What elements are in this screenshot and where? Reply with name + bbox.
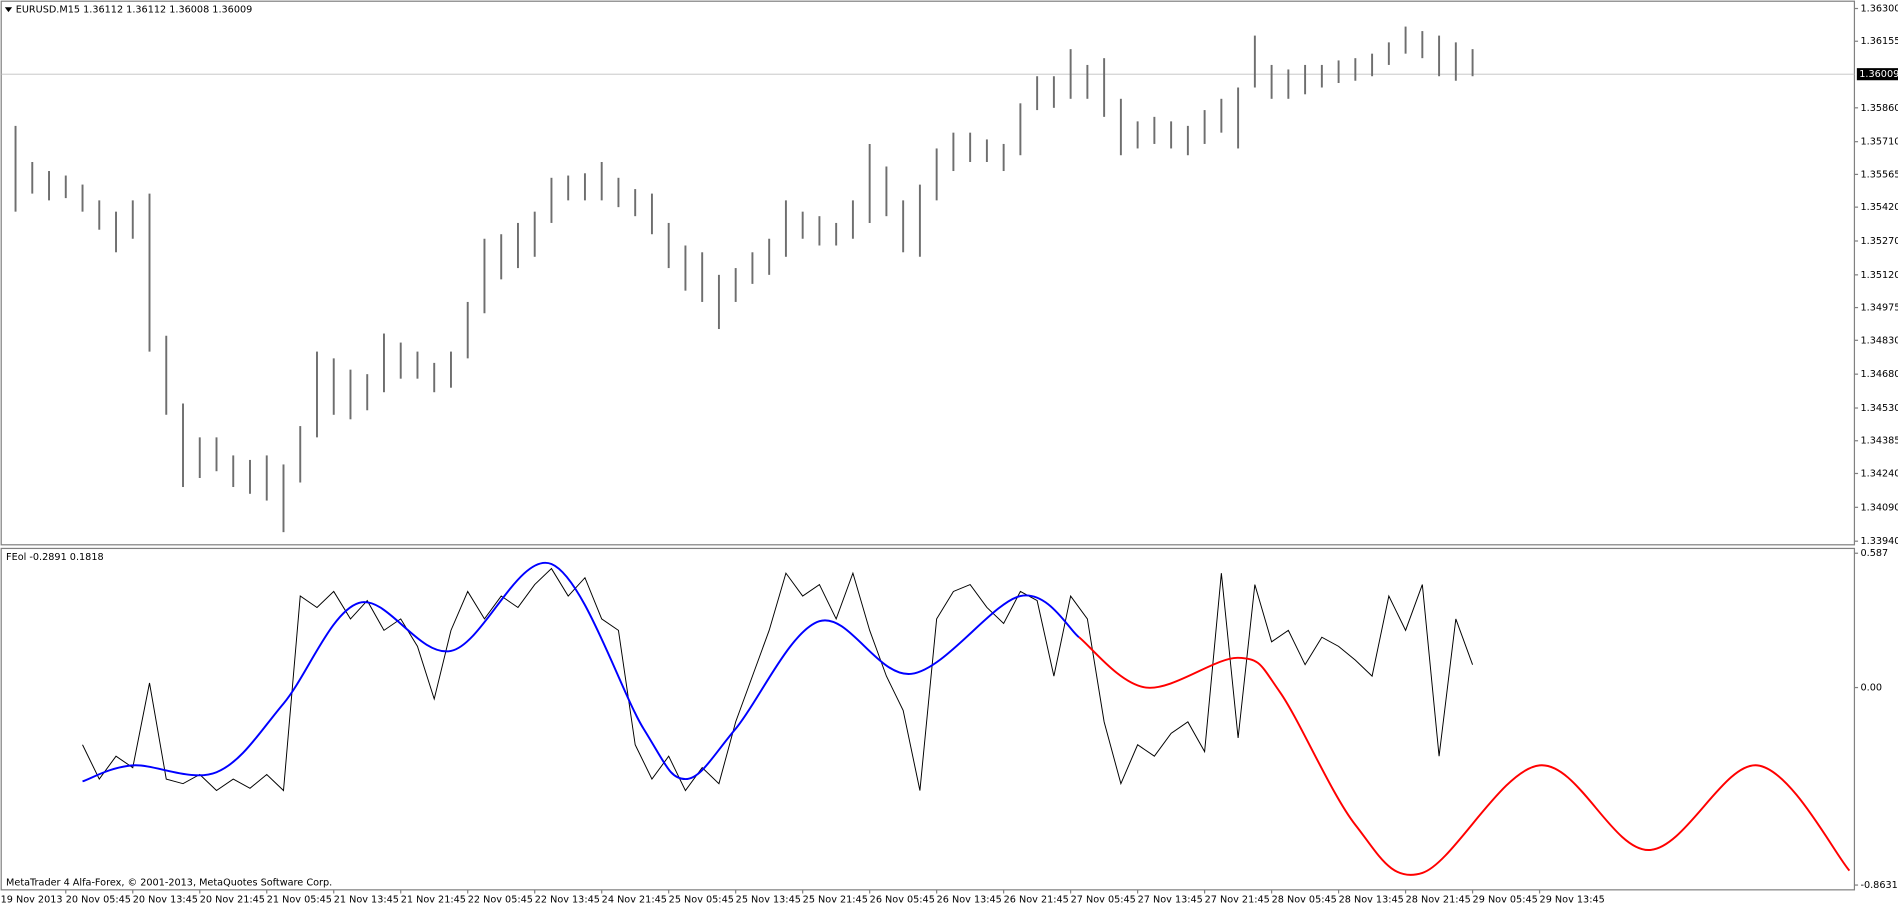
menu-triangle[interactable] [4,7,13,13]
indicator-panel [0,547,1856,891]
x-tick-label: 26 Nov 05:45 [870,895,935,906]
y-tick-label: 0.00 [1860,683,1882,694]
oscillator-line [82,567,1474,792]
y-tick-label: 1.35270 [1860,236,1898,247]
y-tick-label: -0.8631 [1860,880,1897,891]
y-tick-label: 1.35565 [1860,169,1898,180]
x-tick-label: 20 Nov 05:45 [66,895,131,906]
x-tick-label: 27 Nov 21:45 [1205,895,1270,906]
x-tick-label: 22 Nov 05:45 [468,895,533,906]
y-tick-label: 1.34530 [1860,403,1898,414]
x-tick-label: 28 Nov 21:45 [1406,895,1471,906]
y-tick-label: 1.34830 [1860,335,1898,346]
x-tick-label: 20 Nov 13:45 [133,895,198,906]
y-tick-label: 1.36300 [1860,4,1898,15]
y-tick-label: 1.35710 [1860,137,1898,148]
y-tick-label: 1.35860 [1860,103,1898,114]
price-header: EURUSD.M15 1.36112 1.36112 1.36008 1.360… [16,5,253,16]
x-tick-label: 27 Nov 05:45 [1071,895,1136,906]
x-tick-label: 21 Nov 05:45 [267,895,332,906]
y-tick-label: 1.34385 [1860,436,1898,447]
x-tick-label: 19 Nov 2013 [1,895,63,906]
x-tick-label: 29 Nov 13:45 [1540,895,1605,906]
footer: MetaTrader 4 Alfa-Forex, © 2001-2013, Me… [6,878,332,889]
y-tick-label: 1.35420 [1860,202,1898,213]
x-tick-label: 24 Nov 21:45 [602,895,667,906]
y-tick-label: 1.36155 [1860,36,1898,47]
fit-line [1078,636,1851,876]
x-tick-label: 25 Nov 13:45 [736,895,801,906]
x-tick-label: 26 Nov 13:45 [937,895,1002,906]
fit-line [82,561,1080,783]
y-tick-label: 1.33940 [1860,536,1898,547]
y-tick-label: 1.34090 [1860,502,1898,513]
x-tick-label: 27 Nov 13:45 [1138,895,1203,906]
y-tick-label: 1.34680 [1860,369,1898,380]
x-tick-label: 22 Nov 13:45 [535,895,600,906]
y-tick-label: 1.34975 [1860,303,1898,314]
y-tick-label: 1.35120 [1860,270,1898,281]
x-tick-label: 25 Nov 05:45 [669,895,734,906]
current-price-label: 1.36009 [1859,69,1898,80]
x-tick-label: 26 Nov 21:45 [1004,895,1069,906]
y-tick-label: 1.34240 [1860,468,1898,479]
x-tick-label: 21 Nov 21:45 [401,895,466,906]
x-tick-label: 28 Nov 05:45 [1272,895,1337,906]
x-tick-label: 25 Nov 21:45 [803,895,868,906]
indicator-header: FEol -0.2891 0.1818 [6,552,104,563]
price-panel [0,0,1856,546]
y-tick-label: 0.587 [1860,548,1888,559]
x-tick-label: 29 Nov 05:45 [1473,895,1538,906]
x-tick-label: 21 Nov 13:45 [334,895,399,906]
current-price-box [1856,68,1898,81]
x-tick-label: 28 Nov 13:45 [1339,895,1404,906]
x-tick-label: 20 Nov 21:45 [200,895,265,906]
